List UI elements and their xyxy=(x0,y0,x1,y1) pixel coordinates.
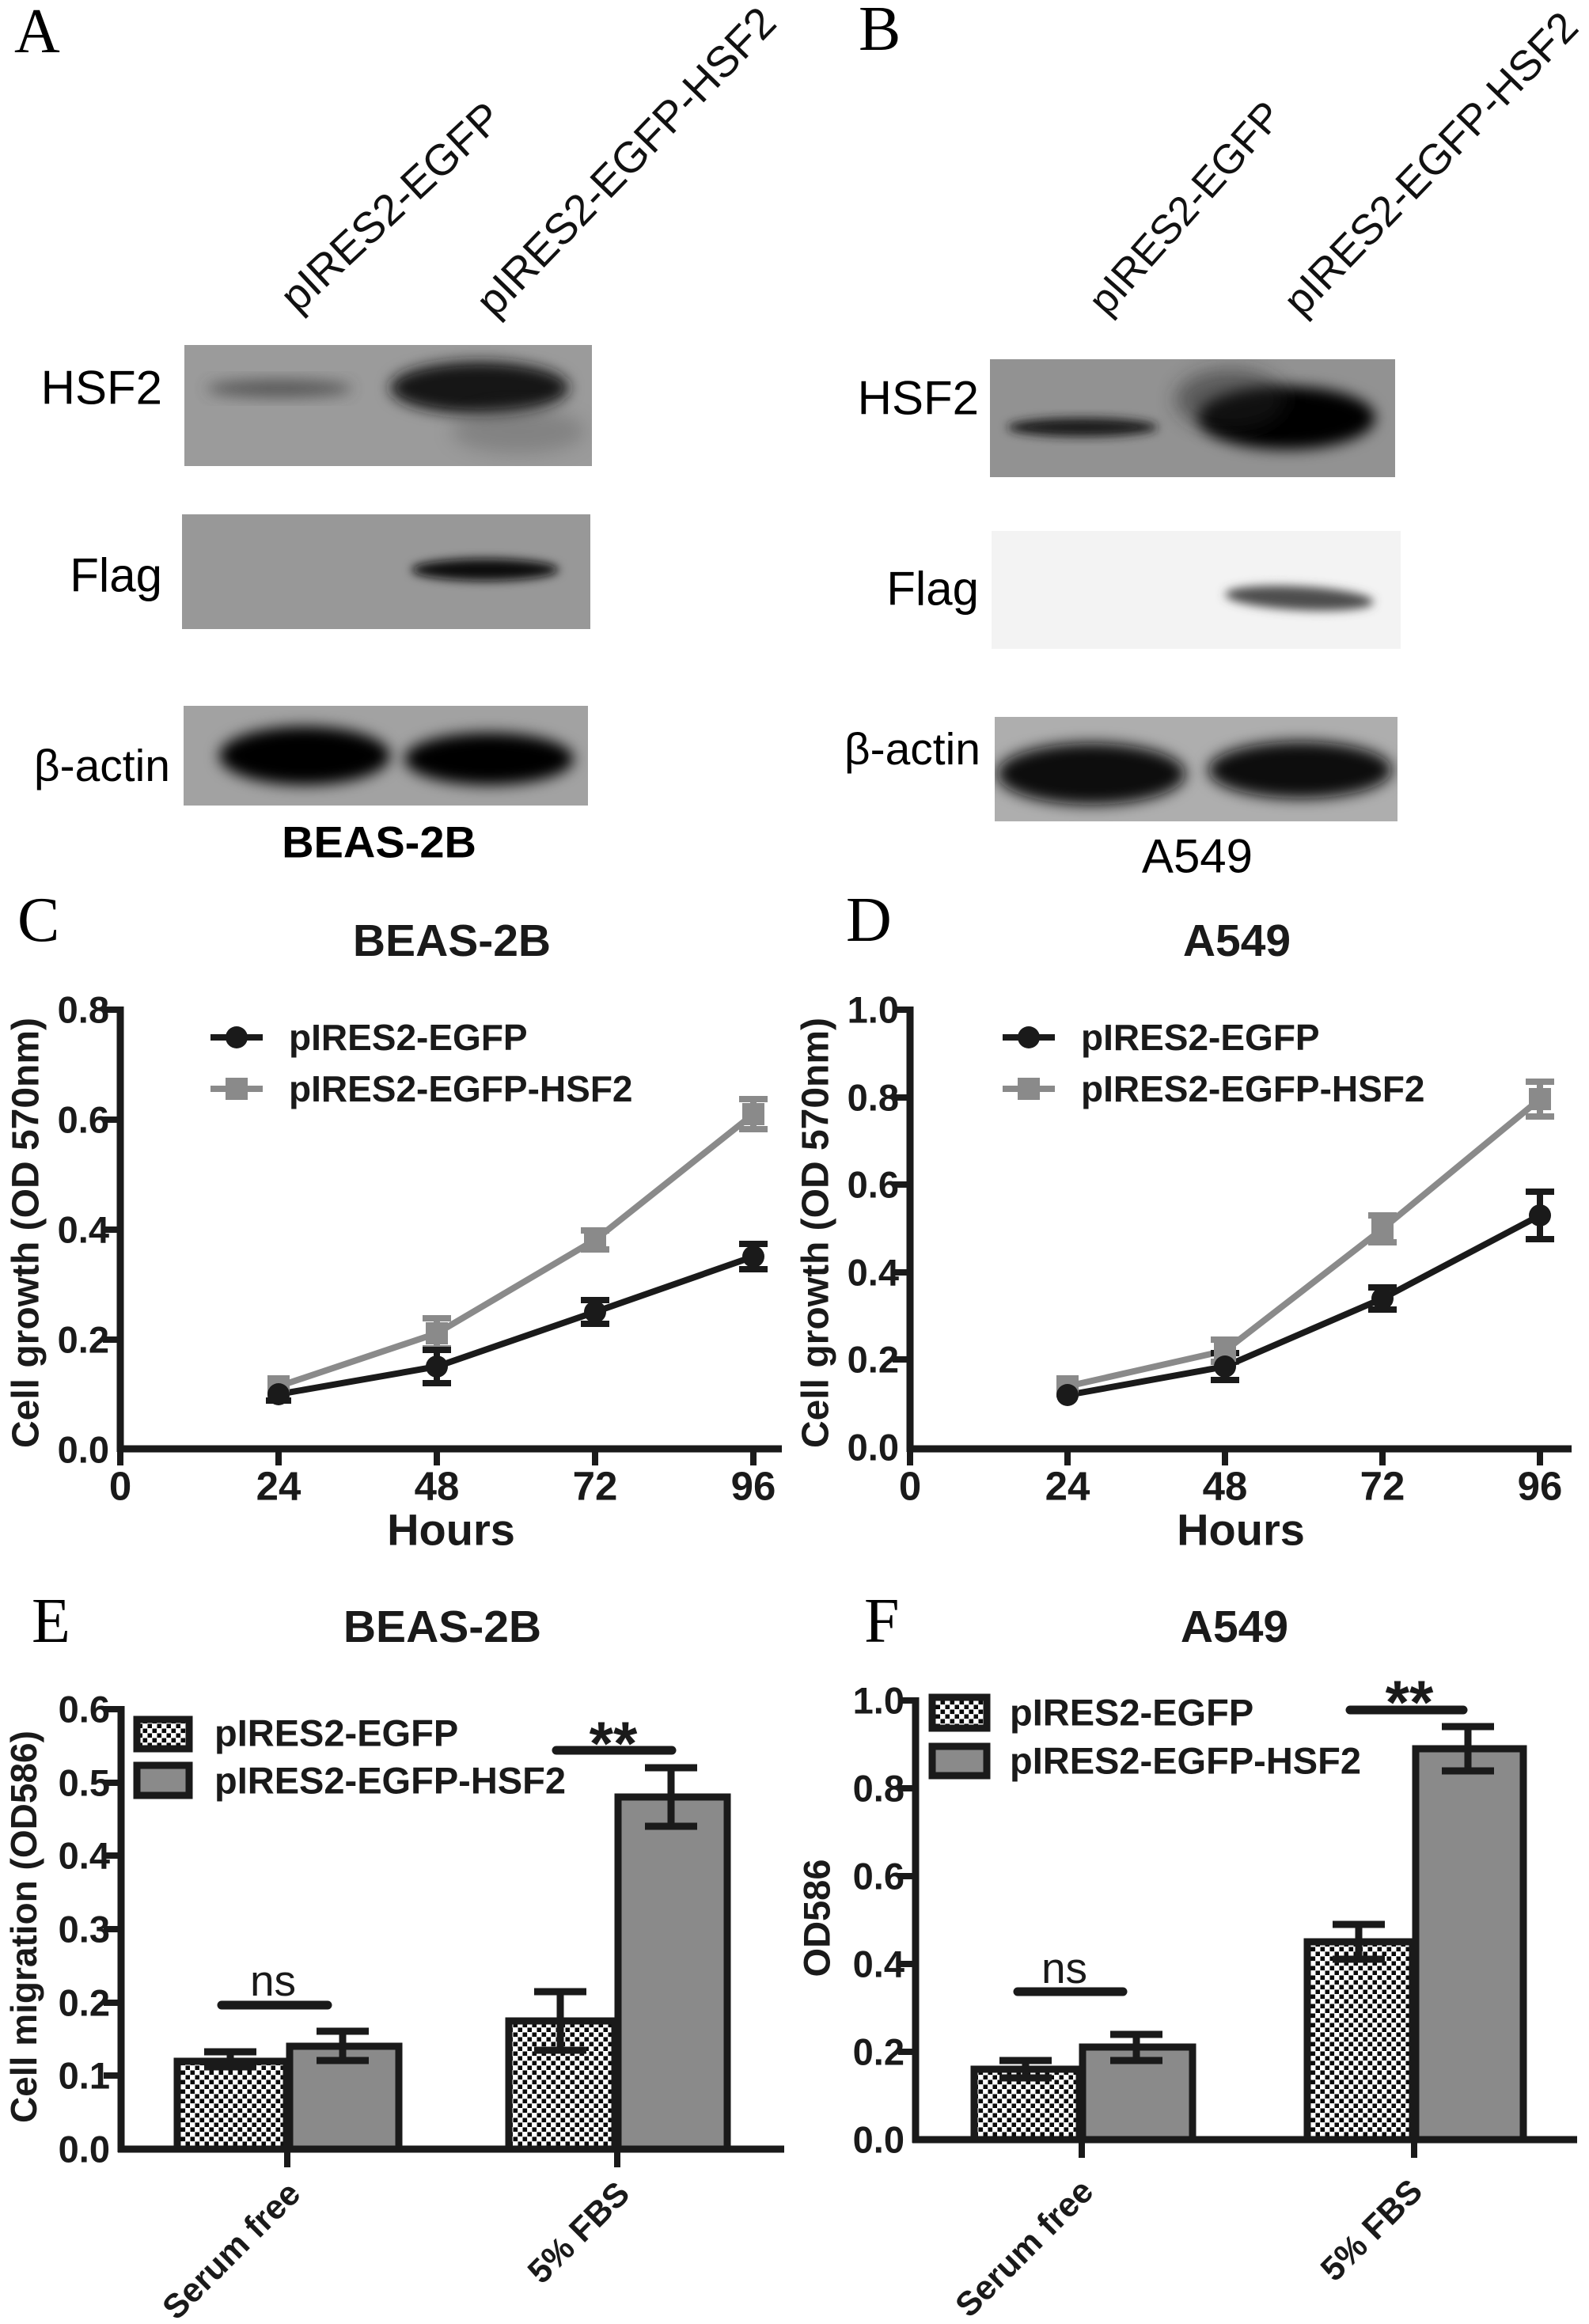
svg-text:0.2: 0.2 xyxy=(848,1339,899,1381)
svg-text:Flag: Flag xyxy=(886,563,979,616)
svg-text:HSF2: HSF2 xyxy=(858,372,979,425)
svg-text:A549: A549 xyxy=(1181,1602,1288,1652)
svg-text:Cell migration (OD586): Cell migration (OD586) xyxy=(3,1731,44,2123)
svg-text:ns: ns xyxy=(1041,1943,1087,1992)
svg-text:0.2: 0.2 xyxy=(853,2031,904,2073)
svg-text:A549: A549 xyxy=(1183,916,1291,966)
svg-text:0.6: 0.6 xyxy=(853,1856,904,1897)
svg-text:pIRES2-EGFP-HSF2: pIRES2-EGFP-HSF2 xyxy=(214,1760,566,1802)
svg-text:D: D xyxy=(846,885,892,955)
svg-text:**: ** xyxy=(590,1708,638,1778)
svg-text:Cell growth (OD 570nm): Cell growth (OD 570nm) xyxy=(795,1018,837,1448)
svg-text:0.6: 0.6 xyxy=(848,1164,899,1206)
svg-text:0.0: 0.0 xyxy=(59,2129,110,2170)
svg-text:A549: A549 xyxy=(1142,830,1253,883)
svg-text:0.4: 0.4 xyxy=(58,1209,109,1251)
svg-text:Hours: Hours xyxy=(387,1505,515,1555)
svg-text:0.3: 0.3 xyxy=(59,1909,110,1951)
svg-text:**: ** xyxy=(1386,1667,1434,1737)
svg-text:β-actin: β-actin xyxy=(34,741,170,791)
svg-text:pIRES2-EGFP-HSF2: pIRES2-EGFP-HSF2 xyxy=(466,0,785,325)
svg-text:Serum free: Serum free xyxy=(155,2174,308,2324)
svg-text:0.2: 0.2 xyxy=(59,1982,110,2024)
svg-text:OD586: OD586 xyxy=(796,1860,838,1977)
svg-text:β-actin: β-actin xyxy=(844,724,980,775)
svg-text:Hours: Hours xyxy=(1177,1505,1305,1555)
svg-text:0.2: 0.2 xyxy=(58,1319,109,1361)
svg-text:BEAS-2B: BEAS-2B xyxy=(343,1602,541,1652)
svg-text:pIRES2-EGFP: pIRES2-EGFP xyxy=(1010,1692,1253,1734)
svg-text:0.8: 0.8 xyxy=(853,1768,904,1810)
svg-text:BEAS-2B: BEAS-2B xyxy=(353,916,551,966)
svg-text:B: B xyxy=(859,0,901,64)
svg-text:0.8: 0.8 xyxy=(848,1077,899,1119)
svg-text:pIRES2-EGFP-HSF2: pIRES2-EGFP-HSF2 xyxy=(1081,1068,1425,1109)
svg-text:pIRES2-EGFP: pIRES2-EGFP xyxy=(289,1017,528,1058)
svg-text:Cell growth (OD 570nm): Cell growth (OD 570nm) xyxy=(6,1018,47,1448)
svg-text:0.4: 0.4 xyxy=(848,1252,899,1294)
svg-text:0.1: 0.1 xyxy=(59,2055,110,2097)
svg-text:0.4: 0.4 xyxy=(59,1835,110,1877)
svg-text:pIRES2-EGFP-HSF2: pIRES2-EGFP-HSF2 xyxy=(1010,1740,1361,1782)
svg-text:1.0: 1.0 xyxy=(853,1680,904,1722)
svg-text:pIRES2-EGFP: pIRES2-EGFP xyxy=(1081,1017,1320,1058)
svg-text:24: 24 xyxy=(1045,1464,1090,1509)
svg-text:72: 72 xyxy=(573,1464,618,1509)
svg-text:0.6: 0.6 xyxy=(59,1689,110,1731)
svg-text:E: E xyxy=(32,1587,70,1656)
svg-text:0: 0 xyxy=(109,1464,131,1509)
svg-text:0.6: 0.6 xyxy=(58,1099,109,1141)
svg-text:48: 48 xyxy=(415,1464,460,1509)
svg-text:0.8: 0.8 xyxy=(58,989,109,1031)
svg-text:0.5: 0.5 xyxy=(59,1762,110,1804)
svg-text:C: C xyxy=(17,885,59,955)
svg-text:0.4: 0.4 xyxy=(853,1943,904,1985)
svg-text:72: 72 xyxy=(1360,1464,1405,1509)
svg-text:0.0: 0.0 xyxy=(848,1427,899,1469)
svg-text:ns: ns xyxy=(250,1956,296,2005)
svg-text:48: 48 xyxy=(1203,1464,1248,1509)
svg-text:0.0: 0.0 xyxy=(853,2119,904,2161)
svg-text:0.0: 0.0 xyxy=(58,1429,109,1471)
svg-text:0: 0 xyxy=(899,1464,921,1509)
svg-text:96: 96 xyxy=(1518,1464,1563,1509)
svg-text:24: 24 xyxy=(256,1464,301,1509)
svg-text:BEAS-2B: BEAS-2B xyxy=(282,817,476,867)
svg-text:5% FBS: 5% FBS xyxy=(521,2174,637,2291)
svg-text:HSF2: HSF2 xyxy=(41,362,162,415)
svg-text:96: 96 xyxy=(731,1464,776,1509)
svg-text:pIRES2-EGFP-HSF2: pIRES2-EGFP-HSF2 xyxy=(1274,3,1587,324)
svg-text:F: F xyxy=(864,1587,900,1656)
svg-text:Serum free: Serum free xyxy=(948,2172,1101,2324)
svg-text:1.0: 1.0 xyxy=(848,989,899,1031)
svg-text:pIRES2-EGFP: pIRES2-EGFP xyxy=(214,1712,458,1754)
svg-text:A: A xyxy=(14,0,60,66)
svg-text:5% FBS: 5% FBS xyxy=(1314,2172,1430,2288)
svg-text:Flag: Flag xyxy=(70,549,162,602)
svg-text:pIRES2-EGFP: pIRES2-EGFP xyxy=(1080,93,1291,324)
svg-text:pIRES2-EGFP-HSF2: pIRES2-EGFP-HSF2 xyxy=(289,1068,633,1109)
